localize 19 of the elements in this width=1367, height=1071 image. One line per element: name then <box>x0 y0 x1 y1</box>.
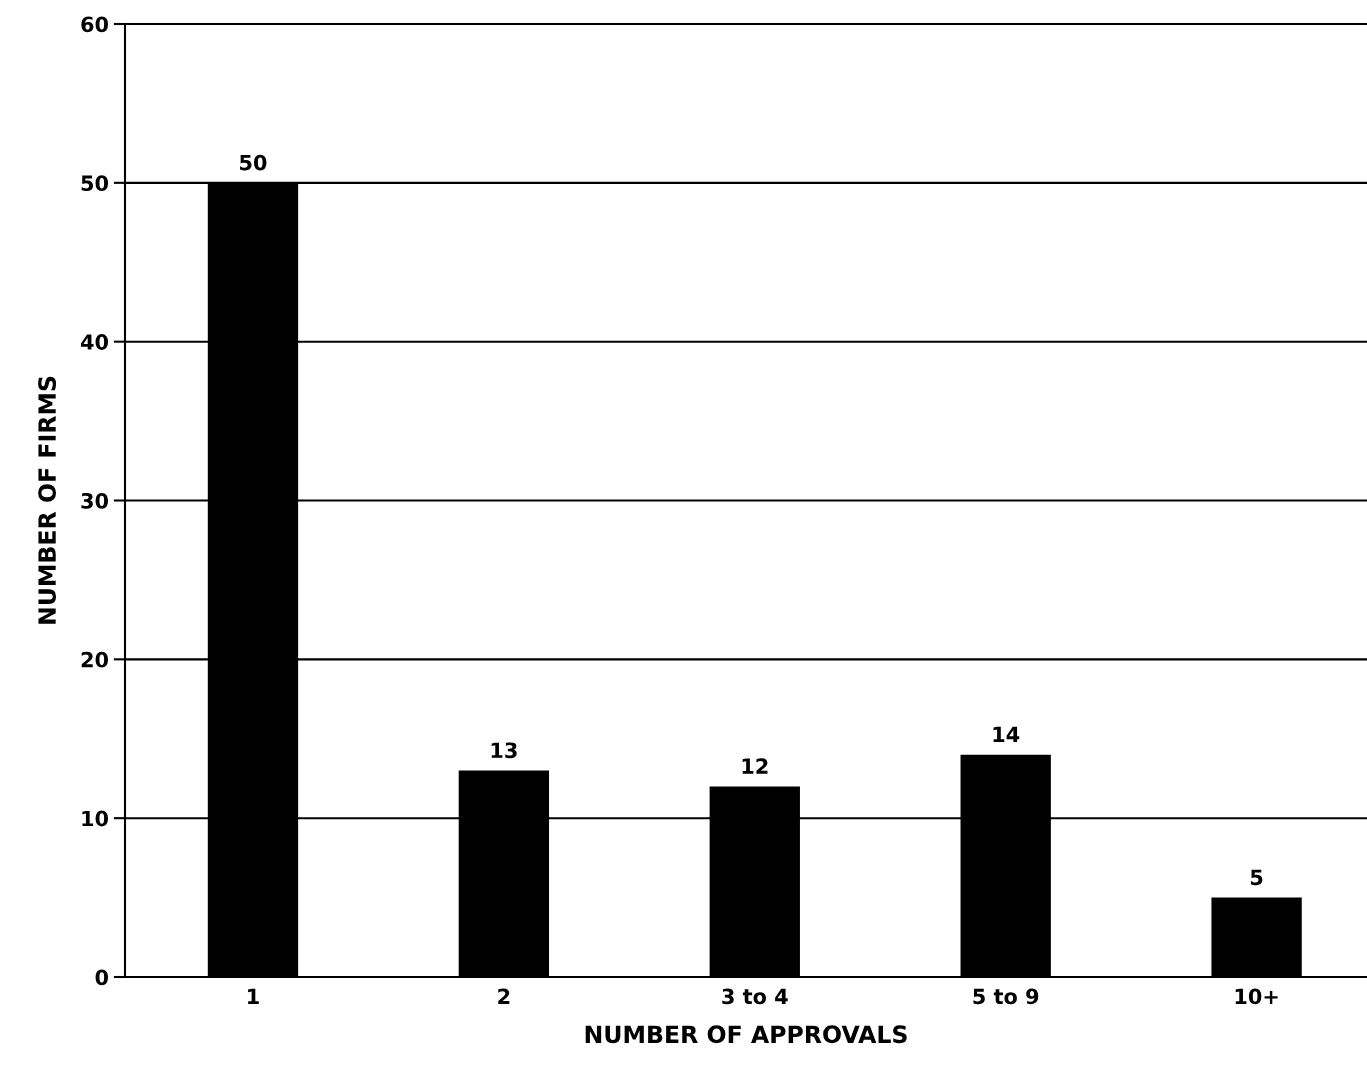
y-tick-label: 60 <box>81 16 109 33</box>
y-tick-label: 10 <box>82 810 109 827</box>
data-label: 5 <box>1250 869 1263 886</box>
y-tick-label: 20 <box>81 651 109 668</box>
y-tick-label: 40 <box>80 334 109 350</box>
data-label: 12 <box>742 758 768 774</box>
x-tick-label: 1 <box>248 988 259 1004</box>
x-tick-label: 2 <box>498 988 510 1004</box>
data-label: 13 <box>491 742 517 759</box>
data-label: 14 <box>993 726 1020 742</box>
y-axis-title: NUMBER OF FIRMS <box>38 376 57 624</box>
x-axis-title: NUMBER OF APPROVALS <box>585 1025 907 1044</box>
y-tick-label: 50 <box>81 175 109 192</box>
y-tick-label: 0 <box>95 969 109 986</box>
data-label: 50 <box>240 154 267 171</box>
x-tick-label: 3 to 4 <box>722 988 788 1005</box>
x-tick-label: 10+ <box>1235 988 1278 1005</box>
y-tick-label: 30 <box>81 492 109 509</box>
x-tick-label: 5 to 9 <box>973 988 1039 1005</box>
